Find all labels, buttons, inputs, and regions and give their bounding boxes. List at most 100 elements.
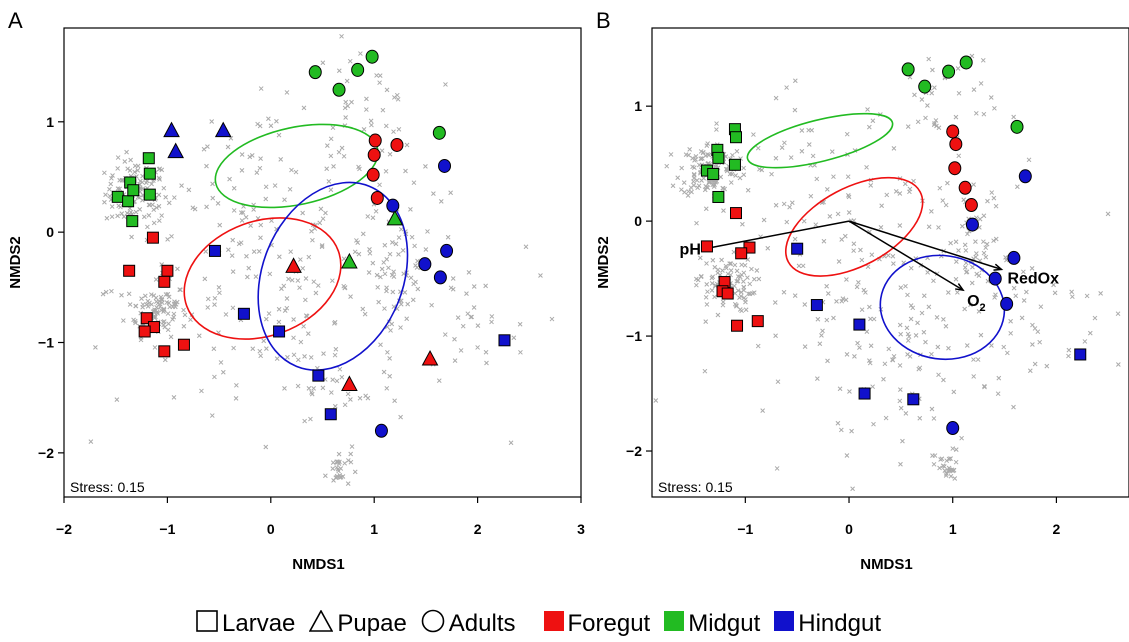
otu-mark: [727, 261, 733, 266]
x-tick-label: −2: [56, 521, 72, 537]
sample-adults-hindgut: [433, 270, 447, 285]
otu-mark: [523, 244, 529, 250]
otu-mark: [712, 294, 717, 300]
otu-mark: [890, 357, 896, 363]
otu-mark: [835, 211, 841, 217]
otu-mark: [103, 192, 108, 198]
otu-mark: [313, 290, 319, 296]
y-tick-label: −1: [626, 328, 642, 344]
otu-mark: [1030, 322, 1035, 328]
panel-A: A −2 −1 0 1 2 3 −2 −1 0 1 NMDS1 NMDS2 Stress: 0.15: [7, 8, 585, 573]
sample-larvae-foregut: [140, 312, 153, 325]
otu-mark: [310, 237, 315, 243]
otu-mark: [849, 428, 854, 434]
otu-mark: [867, 304, 872, 310]
otu-mark: [856, 280, 861, 285]
otu-mark: [801, 218, 807, 224]
otu-mark: [745, 275, 750, 280]
otu-mark: [205, 144, 210, 149]
otu-mark: [929, 90, 935, 96]
otu-mark: [179, 183, 184, 189]
otu-mark: [301, 105, 307, 111]
otu-mark: [342, 402, 348, 408]
otu-mark: [817, 341, 823, 347]
x-tick-label: 0: [267, 521, 275, 537]
otu-mark: [689, 189, 694, 195]
otu-mark: [306, 254, 312, 260]
otu-mark: [1029, 266, 1035, 271]
otu-mark: [389, 321, 395, 327]
otu-mark: [410, 297, 416, 303]
x-axis-label: NMDS1: [860, 556, 913, 573]
sample-larvae-midgut: [712, 190, 725, 203]
otu-mark: [843, 297, 849, 303]
otu-mark: [285, 354, 290, 360]
otu-mark: [392, 398, 397, 404]
otu-mark: [995, 391, 1001, 397]
otu-mark: [159, 297, 165, 303]
otu-mark: [891, 261, 896, 266]
otu-mark: [149, 302, 155, 307]
otu-mark: [330, 377, 336, 383]
otu-mark: [835, 420, 841, 426]
otu-mark: [858, 247, 863, 253]
otu-mark: [838, 427, 844, 433]
otu-mark: [239, 218, 245, 223]
otu-mark: [152, 307, 157, 313]
otu-mark: [263, 316, 269, 322]
otu-mark: [251, 249, 257, 254]
otu-mark: [824, 187, 830, 192]
y-tick-label: −2: [626, 443, 642, 459]
otu-mark: [897, 363, 903, 368]
sample-larvae-foregut: [123, 264, 136, 277]
otu-mark: [834, 298, 839, 304]
otu-mark: [272, 183, 278, 188]
otu-mark: [413, 279, 418, 285]
otu-mark: [715, 270, 721, 276]
otu-mark: [368, 118, 374, 124]
otu-mark: [348, 294, 353, 299]
sample-adults-hindgut: [1007, 250, 1021, 265]
otu-mark: [1008, 330, 1014, 336]
otu-mark: [923, 115, 928, 121]
sample-adults-foregut: [946, 124, 960, 139]
otu-mark: [468, 314, 474, 320]
x-tick-label: 0: [845, 521, 853, 537]
otu-mark: [891, 145, 897, 151]
otu-mark: [1019, 315, 1025, 321]
otu-mark: [171, 311, 177, 317]
otu-mark: [1115, 311, 1121, 317]
otu-mark: [792, 293, 798, 298]
otu-mark: [1005, 350, 1010, 356]
otu-mark: [199, 388, 204, 394]
otu-mark: [549, 316, 555, 322]
otu-mark: [165, 237, 170, 242]
otu-mark: [703, 183, 709, 189]
otu-mark: [220, 369, 226, 375]
otu-mark: [382, 306, 387, 311]
sample-larvae-hindgut: [237, 307, 250, 320]
otu-mark: [153, 277, 159, 282]
sample-larvae-foregut: [729, 207, 742, 220]
otu-mark: [703, 294, 709, 300]
otu-mark: [825, 358, 830, 364]
otu-mark: [303, 276, 309, 281]
otu-mark: [328, 153, 334, 159]
otu-mark: [231, 208, 237, 213]
sample-adults-hindgut: [418, 257, 432, 272]
otu-mark: [903, 283, 908, 289]
legend-label: Adults: [448, 610, 516, 637]
otu-mark: [741, 165, 747, 171]
otu-mark: [806, 142, 812, 147]
otu-mark: [1021, 298, 1027, 303]
plot-frame: [651, 27, 1129, 498]
otu-mark: [782, 140, 787, 146]
otu-mark: [963, 269, 969, 275]
otu-mark: [132, 169, 138, 175]
otu-mark: [734, 148, 740, 154]
otu-mark: [923, 339, 928, 345]
otu-mark: [166, 321, 171, 327]
legend: Larvae Pupae Adults Foregut Midgut Hindgut: [196, 606, 895, 642]
otu-mark: [151, 207, 157, 213]
